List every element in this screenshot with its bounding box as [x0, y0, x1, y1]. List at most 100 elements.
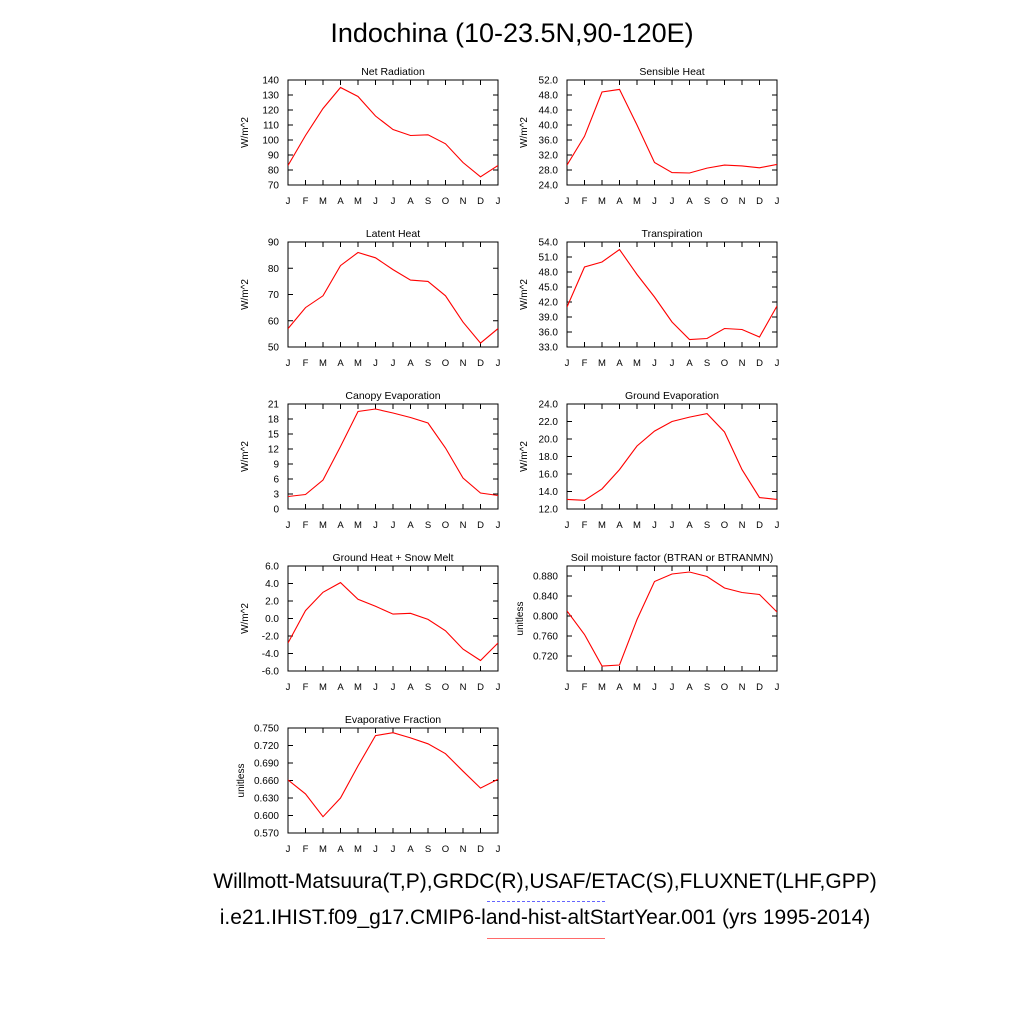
x-tick-label: A: [407, 682, 414, 693]
y-tick-label: 2.0: [265, 597, 279, 608]
y-axis-title: W/m^2: [519, 441, 530, 472]
x-tick-label: A: [686, 682, 693, 693]
x-tick-label: J: [286, 520, 291, 531]
x-tick-label: A: [337, 358, 344, 369]
panel-title: Transpiration: [642, 228, 703, 240]
series-line: [288, 581, 498, 662]
y-tick-label: 18.0: [539, 452, 559, 463]
x-tick-label: N: [460, 844, 467, 855]
y-tick-label: 39.0: [539, 313, 559, 324]
x-tick-label: N: [739, 358, 746, 369]
x-tick-label: F: [582, 520, 588, 531]
y-tick-label: 90: [268, 151, 280, 162]
x-tick-label: J: [670, 520, 675, 531]
x-tick-label: O: [442, 682, 449, 693]
y-tick-label: 110: [263, 121, 279, 132]
y-tick-label: 90: [268, 238, 280, 249]
x-tick-label: M: [598, 520, 606, 531]
x-tick-label: F: [303, 196, 309, 207]
y-tick-label: 70: [268, 181, 280, 192]
x-tick-label: N: [460, 682, 467, 693]
x-tick-label: A: [686, 196, 693, 207]
x-tick-label: O: [442, 844, 449, 855]
x-tick-label: J: [391, 844, 396, 855]
x-tick-label: S: [704, 682, 710, 693]
plot-frame: [287, 241, 499, 348]
y-tick-label: 0.660: [254, 776, 279, 787]
x-tick-label: F: [303, 520, 309, 531]
x-tick-label: J: [286, 682, 291, 693]
plot-frame: [566, 403, 778, 510]
x-tick-label: A: [407, 520, 414, 531]
x-tick-label: S: [425, 520, 431, 531]
y-tick-label: 140: [262, 76, 279, 87]
y-tick-label: 24.0: [539, 181, 559, 192]
plot-frame: [287, 403, 499, 510]
x-tick-label: J: [652, 358, 657, 369]
y-tick-label: 6: [273, 475, 279, 486]
y-axis-title: W/m^2: [240, 441, 251, 472]
x-tick-label: M: [354, 358, 362, 369]
x-tick-label: A: [407, 844, 414, 855]
x-tick-label: M: [354, 844, 362, 855]
y-tick-label: 0.760: [533, 632, 558, 643]
x-tick-label: S: [425, 682, 431, 693]
x-tick-label: A: [337, 844, 344, 855]
series-line: [567, 413, 777, 501]
x-tick-label: J: [496, 844, 501, 855]
panel-title: Ground Heat + Snow Melt: [332, 552, 453, 564]
x-tick-label: J: [286, 844, 291, 855]
x-tick-label: J: [496, 520, 501, 531]
y-axis-title: W/m^2: [519, 279, 530, 310]
legend-model-swatch: [487, 938, 605, 939]
y-tick-label: 130: [262, 91, 279, 102]
x-tick-label: O: [442, 196, 449, 207]
y-axis-title: W/m^2: [519, 117, 530, 148]
x-tick-label: J: [391, 196, 396, 207]
x-tick-label: J: [670, 682, 675, 693]
y-tick-label: 0.0: [265, 614, 279, 625]
x-tick-label: J: [391, 520, 396, 531]
y-tick-label: 0.690: [254, 759, 279, 770]
x-tick-label: N: [460, 358, 467, 369]
x-tick-label: J: [391, 682, 396, 693]
y-tick-label: 60: [268, 316, 280, 327]
x-tick-label: J: [652, 196, 657, 207]
x-tick-label: O: [721, 520, 728, 531]
y-tick-label: 0.750: [254, 724, 279, 735]
panel-title: Evaporative Fraction: [345, 714, 441, 726]
y-tick-label: 0.720: [533, 652, 558, 663]
plot-frame: [287, 79, 499, 186]
x-tick-label: J: [565, 682, 570, 693]
x-tick-label: M: [319, 196, 327, 207]
x-tick-label: J: [652, 682, 657, 693]
x-tick-label: A: [616, 196, 623, 207]
x-tick-label: A: [337, 196, 344, 207]
y-tick-label: 48.0: [539, 91, 559, 102]
x-tick-label: O: [721, 682, 728, 693]
x-tick-label: M: [633, 682, 641, 693]
x-tick-label: M: [319, 358, 327, 369]
panel-title: Canopy Evaporation: [345, 390, 440, 402]
x-tick-label: F: [582, 358, 588, 369]
y-tick-label: 80: [268, 264, 280, 275]
y-tick-label: 45.0: [539, 283, 559, 294]
x-tick-label: J: [775, 196, 780, 207]
panel-8: Soil moisture factor (BTRAN or BTRANMN) J…: [515, 552, 780, 693]
x-tick-label: J: [652, 520, 657, 531]
x-tick-label: M: [354, 520, 362, 531]
y-tick-label: 0: [273, 505, 279, 516]
x-tick-label: J: [775, 520, 780, 531]
x-tick-label: A: [686, 358, 693, 369]
panel-title: Ground Evaporation: [625, 390, 719, 402]
legend-observations-swatch: [487, 901, 605, 902]
plot-frame: [287, 727, 499, 834]
y-axis-title: W/m^2: [240, 279, 251, 310]
x-tick-label: J: [373, 196, 378, 207]
series-line: [288, 251, 498, 344]
